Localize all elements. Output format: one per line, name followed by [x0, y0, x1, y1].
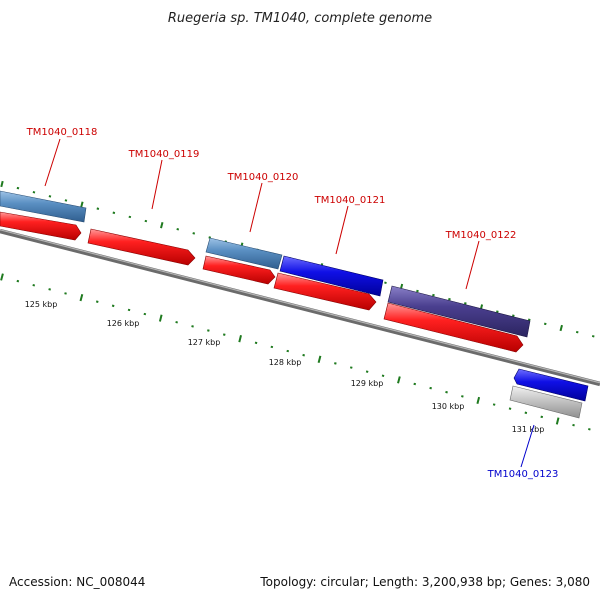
- outer-ring-minor-tick: [112, 211, 116, 215]
- tick-label-125-kbp: 125 kbp: [25, 300, 58, 309]
- outer-ring-minor-tick: [144, 219, 148, 223]
- scale-ring-major-tick: [79, 293, 84, 302]
- outer-ring-minor-tick: [512, 314, 515, 317]
- cds-feature-tm1040-0118[interactable]: [0, 211, 82, 241]
- scale-ring-minor-tick: [64, 292, 67, 295]
- scale-ring-major-tick: [476, 396, 481, 405]
- tick-label-126-kbp: 126 kbp: [107, 319, 140, 328]
- outer-ring-major-tick: [0, 180, 4, 188]
- scale-ring-minor-tick: [588, 428, 591, 431]
- cds-feature-tm1040-0122[interactable]: [383, 302, 524, 353]
- outer-ring-minor-tick: [496, 310, 499, 313]
- scale-ring-minor-tick: [207, 329, 210, 332]
- scale-ring-minor-tick: [127, 308, 131, 312]
- outer-ring-major-tick: [559, 324, 563, 332]
- leader-line-tm1040-0119: [151, 159, 163, 210]
- outer-ring-minor-tick: [575, 330, 579, 334]
- genome-backbone-highlight: [0, 229, 600, 384]
- tick-label-130-kbp: 130 kbp: [432, 402, 465, 411]
- scale-ring-major-tick: [238, 335, 242, 343]
- scale-ring-minor-tick: [95, 300, 99, 303]
- outer-ring-minor-tick: [48, 195, 52, 198]
- scale-ring-minor-tick: [429, 386, 432, 390]
- scale-ring-minor-tick: [381, 374, 385, 377]
- scale-ring-minor-tick: [508, 407, 512, 410]
- scale-ring-minor-tick: [222, 333, 226, 336]
- scale-ring-minor-tick: [540, 415, 544, 419]
- outer-ring-minor-tick: [543, 322, 547, 326]
- outer-ring-minor-tick: [192, 232, 196, 235]
- outer-ring-minor-tick: [64, 199, 68, 202]
- scale-ring-major-tick: [158, 314, 163, 322]
- outer-ring-major-tick: [160, 221, 164, 229]
- gene-label-tm1040-0118[interactable]: TM1040_0118: [26, 127, 98, 138]
- gene-feature-tm1040-0123[interactable]: [513, 368, 589, 402]
- leader-line-tm1040-0122: [465, 240, 480, 290]
- cds-feature-tm1040-0120[interactable]: [202, 255, 276, 285]
- tick-label-129-kbp: 129 kbp: [351, 379, 384, 388]
- cds-feature-tm1040-0121[interactable]: [273, 272, 377, 311]
- scale-ring-major-tick: [555, 417, 560, 425]
- cds-feature-tm1040-0119[interactable]: [87, 228, 196, 266]
- scale-ring-major-tick: [0, 273, 4, 281]
- scale-ring-major-tick: [317, 355, 322, 363]
- outer-ring-minor-tick: [416, 289, 419, 293]
- scale-ring-minor-tick: [175, 321, 178, 324]
- scale-ring-minor-tick: [302, 353, 305, 357]
- gene-label-tm1040-0121[interactable]: TM1040_0121: [314, 195, 386, 206]
- scale-ring-minor-tick: [32, 284, 36, 287]
- scale-ring-minor-tick: [16, 279, 20, 283]
- outer-ring-minor-tick: [384, 281, 387, 284]
- outer-ring-minor-tick: [432, 293, 435, 297]
- scale-ring: [0, 273, 591, 431]
- scale-ring-major-tick: [397, 376, 401, 384]
- gene-label-tm1040-0119[interactable]: TM1040_0119: [128, 149, 200, 160]
- tick-label-127-kbp: 127 kbp: [188, 338, 221, 347]
- outer-ring-major-tick: [80, 201, 84, 208]
- genome-summary-text: Topology: circular; Length: 3,200,938 bp…: [259, 575, 590, 589]
- scale-ring-minor-tick: [143, 312, 147, 316]
- gene-label-tm1040-0120[interactable]: TM1040_0120: [227, 172, 299, 183]
- scale-ring-minor-tick: [365, 370, 369, 373]
- scale-ring-minor-tick: [334, 362, 337, 365]
- outer-ring-minor-tick: [464, 302, 467, 305]
- gene-feature-tm1040-0122[interactable]: [387, 285, 531, 338]
- rna-feature-tm1040-0123[interactable]: [509, 385, 583, 419]
- scale-ring-minor-tick: [524, 411, 528, 415]
- genome-backbone: [0, 228, 600, 387]
- scale-ring-minor-tick: [445, 390, 448, 394]
- outer-ring-minor-tick: [16, 186, 20, 190]
- accession-text: Accession: NC_008044: [9, 575, 145, 589]
- gene-feature-tm1040-0121[interactable]: [279, 255, 384, 297]
- leader-line-tm1040-0120: [249, 182, 263, 233]
- leader-line-tm1040-0118: [44, 138, 61, 187]
- leader-line-tm1040-0123: [520, 424, 535, 468]
- outer-ring-minor-tick: [176, 228, 180, 231]
- gene-feature-tm1040-0118[interactable]: [0, 190, 87, 223]
- gene-label-tm1040-0122[interactable]: TM1040_0122: [445, 230, 517, 241]
- outer-ring-minor-tick: [96, 207, 100, 210]
- outer-ring-minor-tick: [591, 335, 595, 338]
- scale-ring-minor-tick: [492, 403, 496, 406]
- outer-ring-minor-tick: [448, 297, 451, 301]
- scale-ring-minor-tick: [349, 366, 353, 369]
- tick-label-128-kbp: 128 kbp: [269, 358, 302, 367]
- tick-label-131-kbp: 131 kbp: [512, 425, 545, 434]
- leader-line-tm1040-0121: [335, 205, 349, 255]
- genome-title: Ruegeria sp. TM1040, complete genome: [168, 11, 432, 26]
- scale-ring-minor-tick: [413, 382, 417, 386]
- scale-ring-minor-tick: [191, 325, 194, 328]
- outer-ring-minor-tick: [208, 236, 212, 239]
- gene-feature-tm1040-0120[interactable]: [205, 237, 283, 270]
- scale-ring-minor-tick: [48, 288, 51, 291]
- scale-ring-minor-tick: [270, 345, 274, 349]
- scale-ring-minor-tick: [461, 395, 464, 398]
- outer-ring-minor-tick: [128, 215, 132, 219]
- outer-ring-minor-tick: [32, 191, 36, 194]
- scale-ring-minor-tick: [111, 304, 115, 308]
- gene-label-tm1040-0123[interactable]: TM1040_0123: [487, 469, 559, 480]
- scale-ring-minor-tick: [572, 423, 575, 427]
- scale-ring-minor-tick: [286, 349, 290, 353]
